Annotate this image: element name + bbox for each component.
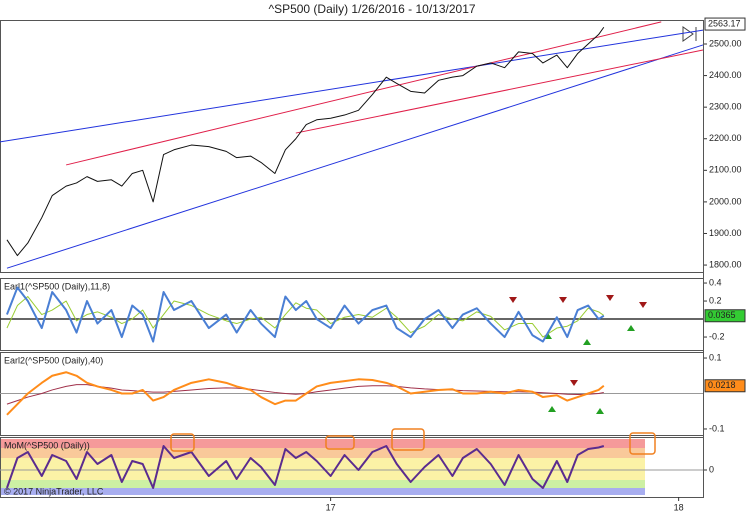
last-value-box <box>704 17 746 31</box>
y-tick-label: 0.1 <box>709 352 722 362</box>
x-tick-label: 18 <box>674 502 684 512</box>
trend-line <box>66 21 662 166</box>
band-blue <box>0 488 645 495</box>
y-tick-label: 1900.00 <box>709 228 742 238</box>
y-tick-label: 0 <box>709 464 714 474</box>
band-yellow <box>0 458 645 480</box>
up-arrow <box>548 406 556 412</box>
series-line <box>6 26 605 257</box>
down-arrow <box>559 297 567 303</box>
last-value-label: 2563.17 <box>708 18 741 28</box>
down-arrow <box>639 302 647 308</box>
y-tick-label: -0.1 <box>709 423 725 433</box>
trend-line <box>6 44 704 269</box>
play-icon[interactable] <box>682 26 694 42</box>
y-tick-label: 1800.00 <box>709 259 742 269</box>
y-tick-label: 0.2 <box>709 295 722 305</box>
chart-title: ^SP500 (Daily) 1/26/2016 - 10/13/2017 <box>268 2 475 16</box>
band-red <box>0 439 645 448</box>
y-tick-label: 2300.00 <box>709 102 742 112</box>
y-tick-label: 2000.00 <box>709 196 742 206</box>
band-orange <box>0 448 645 458</box>
scroll-end-icon[interactable] <box>682 26 697 42</box>
last-value-box <box>704 309 746 323</box>
down-arrow <box>606 295 614 301</box>
signal-markers <box>509 295 647 414</box>
indicator-label: Earl2(^SP500 (Daily),40) <box>4 355 103 365</box>
y-tick-label: 2200.00 <box>709 133 742 143</box>
highlight-box <box>325 435 355 450</box>
trend-line <box>295 49 704 134</box>
series-line <box>6 371 605 416</box>
up-arrow <box>583 339 591 345</box>
y-tick-label: 2400.00 <box>709 70 742 80</box>
x-tick-label: 17 <box>326 502 336 512</box>
highlight-box <box>170 433 195 452</box>
y-tick-label: 2100.00 <box>709 165 742 175</box>
indicator-label: MoM(^SP500 (Daily)) <box>4 440 90 450</box>
down-arrow <box>570 380 578 386</box>
trend-line <box>0 29 704 143</box>
up-arrow <box>596 408 604 414</box>
y-tick-label: 0.4 <box>709 277 722 287</box>
y-tick-label: 2500.00 <box>709 38 742 48</box>
copyright: © 2017 NinjaTrader, LLC <box>4 486 104 496</box>
last-value-label: 0.0218 <box>708 380 736 390</box>
indicator-label: Earl1(^SP500 (Daily),11,8) <box>4 281 110 291</box>
last-value-box <box>704 379 746 393</box>
series-line <box>6 286 605 343</box>
highlight-box <box>391 428 425 451</box>
highlight-box <box>629 432 656 455</box>
last-value-label: 0.0365 <box>708 310 736 320</box>
band-green <box>0 480 645 488</box>
mom-bands <box>0 439 645 495</box>
series-line <box>6 445 605 489</box>
y-tick-label: -0.2 <box>709 331 725 341</box>
up-arrow <box>627 325 635 331</box>
down-arrow <box>509 297 517 303</box>
